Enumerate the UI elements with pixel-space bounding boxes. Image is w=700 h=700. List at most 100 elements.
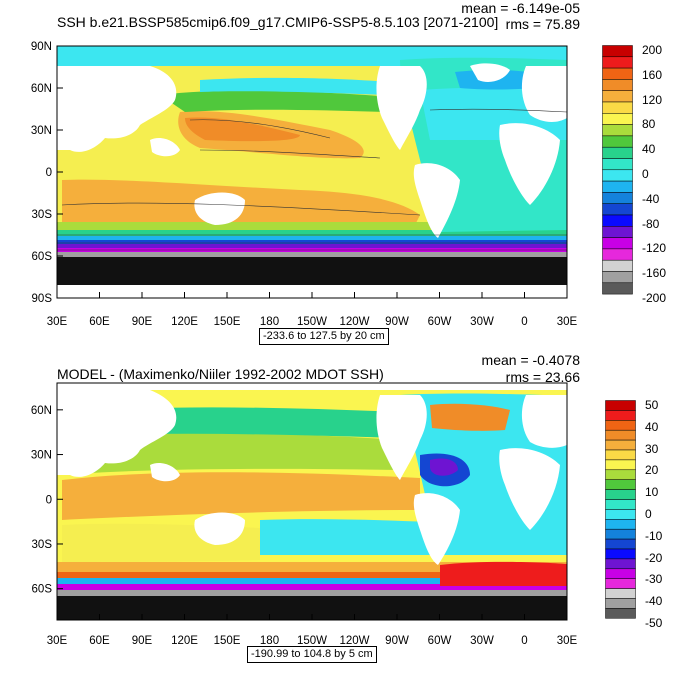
colorbar-label: -200 (642, 291, 667, 305)
lon-tick-label: 90W (385, 316, 409, 328)
colorbar-swatch (602, 124, 633, 137)
ssh-map-model: 90N 60N 30N 0 30S 60S 90S 30E 60E 90E 120E 150E 180… (31, 41, 578, 328)
colorbar-label: 30 (645, 441, 659, 456)
colorbar-label: -40 (645, 594, 663, 609)
colorbar-swatch (605, 598, 636, 609)
panel-title: MODEL - (Maximenko/Niiler 1992-2002 MDOT… (57, 366, 384, 382)
colorbar-swatch (602, 113, 633, 125)
colorbar-swatch (602, 271, 633, 284)
lon-tick-label: 90E (132, 316, 153, 328)
lon-tick-label: 180 (260, 635, 279, 647)
lon-tick-label: 0 (521, 635, 527, 647)
contour-range-label: -190.99 to 104.8 by 5 cm (247, 646, 377, 663)
colorbar-swatch (602, 158, 633, 171)
colorbar-swatch (602, 90, 633, 103)
colorbar-swatch (602, 45, 633, 58)
lon-tick-label: 30E (557, 635, 578, 647)
lat-tick-label: 30S (32, 209, 53, 221)
colorbar-label: 50 (645, 398, 659, 412)
ssh-panel-difference: 60N 30N 0 30S 60S 30E 60E 90E 120E 150E 180 150W 12… (0, 350, 700, 700)
colorbar-swatch (602, 169, 633, 182)
colorbar-swatch (605, 548, 636, 560)
colorbar-label: 120 (642, 92, 663, 107)
lat-tick-label: 60S (32, 251, 53, 263)
colorbar-swatch (605, 538, 636, 550)
lon-tick-label: 150E (214, 316, 241, 328)
colorbar-swatch (602, 135, 633, 148)
colorbar-label: 80 (642, 117, 656, 132)
colorbar-swatch (605, 509, 636, 520)
lon-tick-label: 60E (89, 316, 110, 328)
colorbar-swatch (605, 558, 636, 570)
lon-tick-label: 60W (428, 316, 452, 328)
colorbar-swatch (605, 439, 636, 451)
colorbar-swatch (602, 146, 633, 159)
lon-tick-label: 120E (171, 635, 198, 647)
colorbar-swatch (602, 79, 633, 91)
rms-label: rms = 75.89 (505, 16, 580, 32)
colorbar-label: 40 (642, 142, 656, 157)
colorbar-label: -20 (645, 550, 663, 565)
colorbar-swatch (605, 410, 636, 421)
lon-tick-label: 60W (428, 635, 452, 647)
colorbar-swatch (605, 400, 636, 411)
lon-tick-label: 150W (297, 316, 327, 328)
lat-tick-label: 60S (32, 584, 53, 596)
lon-tick-label: 30E (47, 635, 68, 647)
colorbar-swatch (602, 214, 633, 227)
lat-tick-label: 0 (46, 494, 52, 506)
lon-tick-label: 30E (47, 316, 68, 328)
lat-tick-label: 30N (31, 125, 52, 137)
mean-label: mean = -6.149e-05 (461, 0, 580, 16)
colorbar-label: 20 (645, 463, 659, 478)
colorbar-label: 10 (645, 485, 659, 500)
colorbar-swatch (605, 489, 636, 500)
colorbar-swatches (602, 45, 633, 295)
colorbar-swatches (605, 400, 636, 619)
colorbar-swatch (605, 608, 636, 619)
contour-range-label: -233.6 to 127.5 by 20 cm (259, 328, 389, 345)
colorbar-swatch (605, 420, 636, 431)
colorbar-label: 200 (642, 43, 663, 57)
colorbar-swatch (605, 459, 636, 471)
lat-tick-label: 90S (32, 293, 53, 305)
colorbar-swatch (602, 67, 633, 80)
lon-tick-label: 30W (470, 635, 494, 647)
lon-tick-label: 90W (385, 635, 409, 647)
lon-tick-label: 0 (521, 316, 527, 328)
colorbar-swatch (602, 101, 633, 114)
lon-tick-label: 30W (470, 316, 494, 328)
colorbar-label: -40 (642, 191, 660, 206)
colorbar-swatch (605, 469, 636, 480)
rms-label: rms = 23.66 (505, 369, 580, 385)
lat-tick-label: 0 (46, 167, 52, 179)
colorbar-label: 40 (645, 419, 659, 434)
lon-tick-label: 120W (339, 635, 369, 647)
lat-tick-label: 60N (31, 83, 52, 95)
ssh-panel-model: 90N 60N 30N 0 30S 60S 90S 30E 60E 90E 120E 150E 180… (0, 0, 700, 345)
ssh-map-difference: 60N 30N 0 30S 60S 30E 60E 90E 120E 150E 180 150W 12… (31, 382, 578, 647)
colorbar-label: -120 (642, 241, 667, 256)
colorbar-swatch (605, 588, 636, 599)
colorbar-swatch (602, 56, 633, 69)
panel-title: SSH b.e21.BSSP585cmip6.f09_g17.CMIP6-SSP… (57, 14, 499, 30)
lon-tick-label: 180 (260, 316, 279, 328)
lon-tick-label: 150E (214, 635, 241, 647)
lat-tick-label: 90N (31, 41, 52, 53)
mean-label: mean = -0.4078 (481, 352, 580, 368)
lon-tick-label: 60E (89, 635, 110, 647)
colorbar-swatch (605, 528, 636, 540)
colorbar-swatch (602, 192, 633, 204)
colorbar-swatch (602, 282, 633, 295)
lon-tick-label: 120W (339, 316, 369, 328)
colorbar-swatch (602, 237, 633, 250)
colorbar-swatch (605, 578, 636, 589)
colorbar-label: -80 (642, 216, 660, 231)
colorbar-swatch (605, 568, 636, 579)
lon-tick-label: 120E (171, 316, 198, 328)
colorbar-label: 0 (642, 167, 649, 181)
lon-tick-label: 30E (557, 316, 578, 328)
colorbar-label: -10 (645, 528, 663, 543)
colorbar-swatch (605, 479, 636, 490)
lon-tick-label: 90E (132, 635, 153, 647)
